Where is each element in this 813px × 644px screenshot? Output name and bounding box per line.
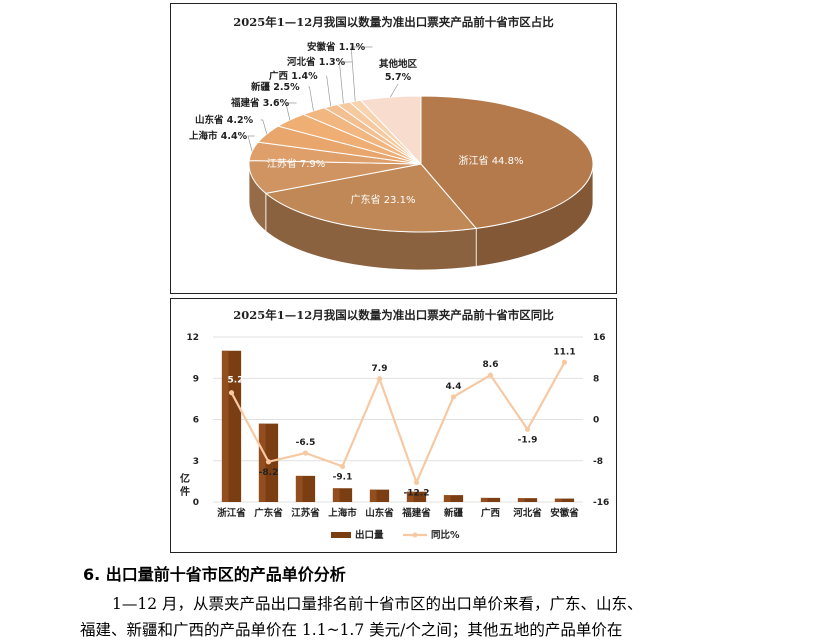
yoy-data-label: -9.1 [333,472,353,482]
bar-highlight [406,491,414,502]
combo-chart-title: 2025年1—12月我国以数量为准出口票夹产品前十省市区同比 [233,308,554,322]
yoy-data-label: -6.5 [296,438,316,448]
bar-福建省 [406,491,427,502]
pie-chart-panel: 2025年1—12月我国以数量为准出口票夹产品前十省市区占比 浙江省 44.8%… [170,3,617,294]
pie-slice-label: 江苏省 7.9% [267,157,326,170]
yoy-point [487,372,494,378]
yoy-data-label: 7.9 [372,364,388,374]
paragraph-line: 1—12 月，从票夹产品出口量排名前十省市区的出口单价来看，广东、山东、 [112,595,643,613]
yoy-data-label: 8.6 [483,360,499,370]
pie-slice-value: 5.7% [385,72,412,83]
bar-河北省 [517,498,538,502]
pie-slice-label: 新疆 2.5% [251,81,300,93]
y2-tick-label: 8 [593,374,599,384]
pie-slice-label: 广西 1.4% [269,70,318,82]
yoy-point [376,376,383,382]
section-heading: 6. 出口量前十省市区的产品单价分析 [83,565,346,584]
pie-leader-line [285,102,297,121]
x-tick-label: 福建省 [401,507,431,519]
yoy-data-label: -8.2 [259,468,279,478]
pie-slice-label: 福建省 3.6% [230,97,290,109]
pie-slice [264,163,478,233]
pie-chart-title: 2025年1—12月我国以数量为准出口票夹产品前十省市区占比 [233,15,554,29]
yoy-point [265,459,272,465]
bar-highlight [443,495,451,502]
x-tick-label: 新疆 [444,507,464,519]
yoy-data-label: 4.4 [446,382,462,392]
legend-line-marker [412,532,418,538]
pie-slice-label: 河北省 1.3% [287,56,346,68]
yoy-line [230,361,566,486]
pie-slice-label: 上海市 4.4% [189,130,248,142]
yoy-point [302,450,309,456]
bar-highlight [480,497,488,502]
pie-slice [420,95,594,229]
pie-chart: 浙江省 44.8% 广东省 23.1% 江苏省 7.9% 上海市 4.4% 山东省 4.… [189,41,594,271]
pie-slice-label: 浙江省 44.8% [459,154,524,167]
y-tick-label: 6 [193,416,199,426]
bar-安徽省 [554,498,575,502]
bar-highlight [221,350,229,502]
pie-slice [359,95,422,166]
legend-bar-swatch [331,532,351,538]
y-axis-label: 件 [180,485,190,498]
y-tick-label: 3 [193,457,199,467]
bar-highlight [258,423,266,502]
bar-highlight [554,498,562,502]
bar-highlight [295,475,303,502]
y2-tick-label: -8 [593,457,603,467]
bar-highlight [332,488,340,502]
pie-leader-line [260,119,268,134]
y2-tick-label: 16 [593,333,606,343]
pie-leader-line [350,46,373,102]
x-tick-label: 河北省 [513,507,542,519]
legend-line-label: 同比% [431,529,460,541]
pie-leader-line [390,83,399,98]
legend-bar-label: 出口量 [355,529,384,541]
bar-广西 [480,497,501,502]
yoy-data-label: 11.1 [553,347,575,357]
y2-tick-label: 0 [593,416,599,426]
y2-tick-label: -16 [593,498,609,508]
yoy-data-label: 5.2 [228,376,244,386]
pie-leader-line [326,75,332,107]
x-tick-label: 广东省 [254,507,283,519]
combo-chart-panel: 2025年1—12月我国以数量为准出口票夹产品前十省市区同比 5.2 -8.2 -6… [170,298,617,553]
yoy-data-label: -12.2 [404,488,430,498]
pie-slice-label: 山东省 4.2% [195,114,254,126]
yoy-point [339,463,346,470]
y-tick-label: 9 [193,374,199,384]
bar-highlight [369,489,377,502]
yoy-point [524,426,531,432]
y-tick-label: 12 [186,333,199,343]
bar-highlight [517,498,525,502]
pie-slice-label: 广东省 23.1% [351,193,416,206]
pie-leader-line [308,86,314,111]
yoy-point [561,359,568,365]
x-tick-label: 上海市 [328,507,357,519]
x-tick-label: 浙江省 [217,507,246,519]
yoy-point [450,394,457,400]
x-tick-label: 广西 [481,507,501,519]
paragraph-line: 福建、新疆和广西的产品单价在 1.1~1.7 美元/个之间；其他五地的产品单价在 [80,621,623,639]
yoy-point [413,479,420,486]
bar-新疆 [443,495,464,502]
x-tick-label: 安徽省 [550,507,579,519]
pie-slice-label: 其他地区 [379,58,418,70]
x-tick-label: 山东省 [365,507,394,519]
pie-slice-label: 安徽省 1.1% [307,41,366,53]
yoy-data-label: -1.9 [518,435,538,445]
pie-leader-line [247,135,255,152]
pie-leader-line [339,61,353,104]
combo-chart: 5.2 -8.2 -6.5 -9.1 7.9 -12.2 4.4 8.6 -1.9 11.1 0 3… [180,333,609,541]
yoy-point [228,390,235,396]
y-axis-label: 亿 [180,472,190,485]
y-tick-label: 0 [193,498,199,508]
x-tick-label: 江苏省 [291,507,320,519]
